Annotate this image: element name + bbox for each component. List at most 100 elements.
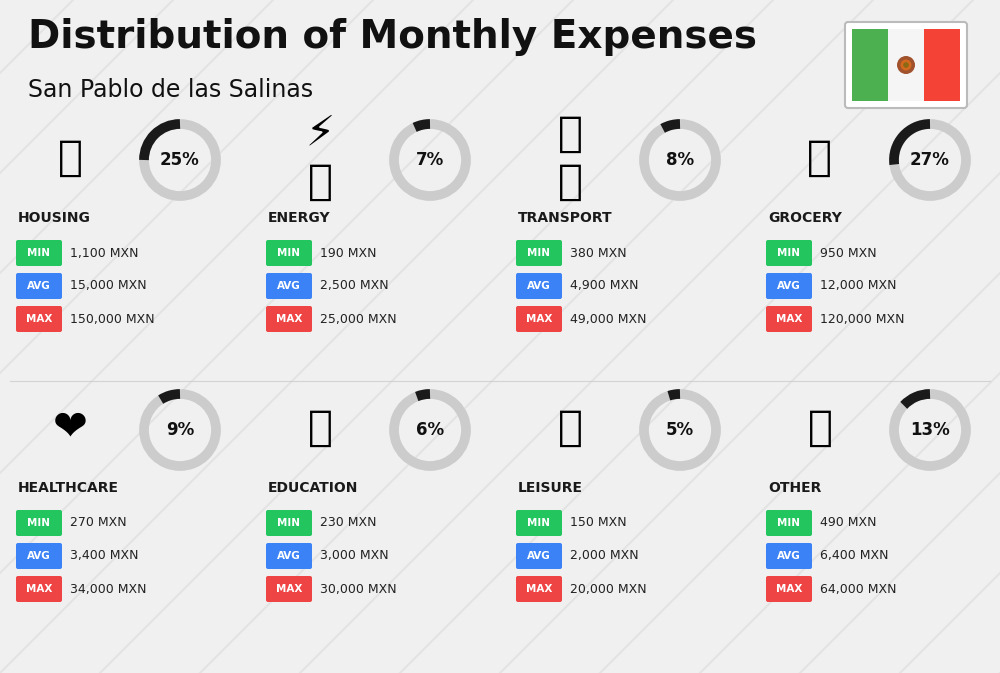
- Text: 1,100 MXN: 1,100 MXN: [70, 246, 138, 260]
- FancyBboxPatch shape: [16, 543, 62, 569]
- Text: 150,000 MXN: 150,000 MXN: [70, 312, 155, 326]
- Text: San Pablo de las Salinas: San Pablo de las Salinas: [28, 78, 313, 102]
- Text: 950 MXN: 950 MXN: [820, 246, 877, 260]
- Text: 8%: 8%: [666, 151, 694, 169]
- Text: HEALTHCARE: HEALTHCARE: [18, 481, 119, 495]
- Text: MIN: MIN: [28, 248, 50, 258]
- Text: 190 MXN: 190 MXN: [320, 246, 376, 260]
- FancyBboxPatch shape: [266, 510, 312, 536]
- Text: MAX: MAX: [776, 584, 802, 594]
- Text: MAX: MAX: [26, 584, 52, 594]
- Text: EDUCATION: EDUCATION: [268, 481, 358, 495]
- FancyBboxPatch shape: [266, 543, 312, 569]
- FancyBboxPatch shape: [766, 306, 812, 332]
- FancyBboxPatch shape: [766, 510, 812, 536]
- Text: 25%: 25%: [160, 151, 200, 169]
- Circle shape: [900, 59, 912, 71]
- FancyBboxPatch shape: [266, 273, 312, 299]
- Text: 49,000 MXN: 49,000 MXN: [570, 312, 646, 326]
- FancyBboxPatch shape: [766, 543, 812, 569]
- Text: 15,000 MXN: 15,000 MXN: [70, 279, 147, 293]
- FancyBboxPatch shape: [16, 240, 62, 266]
- Text: 🛍️: 🛍️: [807, 137, 832, 179]
- FancyBboxPatch shape: [266, 576, 312, 602]
- Bar: [924, 29, 960, 101]
- FancyBboxPatch shape: [845, 22, 967, 108]
- Text: MIN: MIN: [278, 518, 300, 528]
- FancyBboxPatch shape: [516, 240, 562, 266]
- Text: MIN: MIN: [528, 248, 550, 258]
- FancyBboxPatch shape: [516, 273, 562, 299]
- FancyBboxPatch shape: [516, 306, 562, 332]
- Text: ⚡
🏠: ⚡ 🏠: [305, 112, 335, 203]
- Text: MIN: MIN: [778, 518, 800, 528]
- Text: MIN: MIN: [778, 248, 800, 258]
- Text: 27%: 27%: [910, 151, 950, 169]
- Text: ❤️: ❤️: [53, 407, 87, 449]
- Text: Distribution of Monthly Expenses: Distribution of Monthly Expenses: [28, 18, 757, 56]
- Text: 2,000 MXN: 2,000 MXN: [570, 549, 639, 563]
- FancyBboxPatch shape: [516, 576, 562, 602]
- Text: 30,000 MXN: 30,000 MXN: [320, 583, 397, 596]
- Text: 380 MXN: 380 MXN: [570, 246, 627, 260]
- Text: 12,000 MXN: 12,000 MXN: [820, 279, 896, 293]
- Text: AVG: AVG: [527, 551, 551, 561]
- Text: 6,400 MXN: 6,400 MXN: [820, 549, 888, 563]
- FancyBboxPatch shape: [516, 510, 562, 536]
- Text: HOUSING: HOUSING: [18, 211, 91, 225]
- Text: LEISURE: LEISURE: [518, 481, 583, 495]
- Text: MAX: MAX: [776, 314, 802, 324]
- Text: 🎓: 🎓: [308, 407, 332, 449]
- Text: MAX: MAX: [526, 584, 552, 594]
- Text: AVG: AVG: [777, 551, 801, 561]
- FancyBboxPatch shape: [266, 306, 312, 332]
- Text: 34,000 MXN: 34,000 MXN: [70, 583, 146, 596]
- Text: 6%: 6%: [416, 421, 444, 439]
- Text: TRANSPORT: TRANSPORT: [518, 211, 613, 225]
- Text: 3,000 MXN: 3,000 MXN: [320, 549, 389, 563]
- Text: MIN: MIN: [528, 518, 550, 528]
- Text: AVG: AVG: [277, 281, 301, 291]
- Text: 120,000 MXN: 120,000 MXN: [820, 312, 904, 326]
- Bar: [852, 29, 888, 101]
- Text: AVG: AVG: [277, 551, 301, 561]
- Text: 25,000 MXN: 25,000 MXN: [320, 312, 397, 326]
- Text: 490 MXN: 490 MXN: [820, 516, 876, 530]
- FancyBboxPatch shape: [16, 273, 62, 299]
- Text: GROCERY: GROCERY: [768, 211, 842, 225]
- Text: MIN: MIN: [28, 518, 50, 528]
- Circle shape: [897, 56, 915, 74]
- Text: AVG: AVG: [27, 551, 51, 561]
- FancyBboxPatch shape: [766, 576, 812, 602]
- Text: AVG: AVG: [777, 281, 801, 291]
- Text: 4,900 MXN: 4,900 MXN: [570, 279, 638, 293]
- Text: 9%: 9%: [166, 421, 194, 439]
- Text: MAX: MAX: [26, 314, 52, 324]
- Text: 🚌
🚗: 🚌 🚗: [558, 112, 582, 203]
- FancyBboxPatch shape: [16, 576, 62, 602]
- Text: 64,000 MXN: 64,000 MXN: [820, 583, 896, 596]
- Text: 230 MXN: 230 MXN: [320, 516, 376, 530]
- Text: 13%: 13%: [910, 421, 950, 439]
- FancyBboxPatch shape: [16, 306, 62, 332]
- Text: 🛍: 🛍: [558, 407, 582, 449]
- Text: 2,500 MXN: 2,500 MXN: [320, 279, 389, 293]
- Text: AVG: AVG: [27, 281, 51, 291]
- Text: 3,400 MXN: 3,400 MXN: [70, 549, 138, 563]
- FancyBboxPatch shape: [266, 240, 312, 266]
- FancyBboxPatch shape: [516, 543, 562, 569]
- Text: ENERGY: ENERGY: [268, 211, 331, 225]
- Text: 270 MXN: 270 MXN: [70, 516, 127, 530]
- Text: 🏢: 🏢: [58, 137, 82, 179]
- Circle shape: [903, 62, 909, 68]
- Text: 20,000 MXN: 20,000 MXN: [570, 583, 647, 596]
- Text: MAX: MAX: [276, 314, 302, 324]
- FancyBboxPatch shape: [766, 273, 812, 299]
- FancyBboxPatch shape: [766, 240, 812, 266]
- Text: OTHER: OTHER: [768, 481, 821, 495]
- Text: 7%: 7%: [416, 151, 444, 169]
- FancyBboxPatch shape: [16, 510, 62, 536]
- Text: 5%: 5%: [666, 421, 694, 439]
- Text: MAX: MAX: [276, 584, 302, 594]
- Text: 150 MXN: 150 MXN: [570, 516, 627, 530]
